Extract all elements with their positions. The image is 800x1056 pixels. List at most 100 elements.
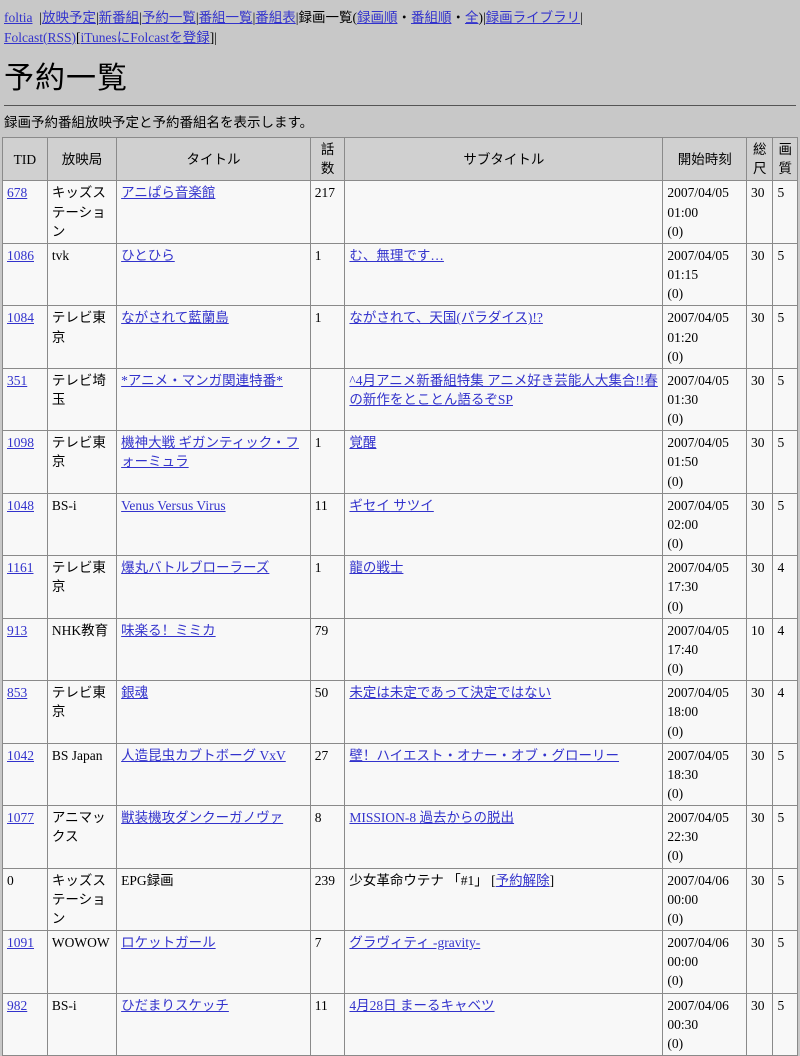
nav-link-program-list[interactable]: 番組一覧	[198, 10, 253, 25]
column-header-station[interactable]: 放映局	[46, 137, 118, 182]
cell-episode-text: 1	[314, 247, 322, 263]
nav-link-reservation-list[interactable]: 予約一覧	[141, 10, 196, 25]
cell-title-link[interactable]: 銀魂	[121, 685, 149, 701]
cell-episode: 1	[309, 242, 346, 307]
nav-separator: |	[139, 10, 142, 25]
cell-start-time: 2007/04/05 17:40 (0)	[662, 617, 747, 682]
cell-subtitle-link[interactable]: 覚醒	[349, 435, 377, 451]
cell-start-time: 2007/04/05 01:30 (0)	[662, 367, 747, 432]
cell-station-text: キッズステーション	[51, 872, 106, 926]
nav-link-itunes-folcast-register[interactable]: iTunesにFolcastを登録	[80, 29, 210, 45]
nav-link-recording-library[interactable]: 録画ライブラリ	[485, 10, 581, 25]
cancel-reservation-link[interactable]: 予約解除	[495, 872, 550, 888]
nav-link-all[interactable]: 全	[464, 10, 479, 25]
cell-start-time-text: 2007/04/05 18:30 (0)	[667, 747, 729, 801]
cell-tid-link[interactable]: 913	[7, 622, 28, 638]
cell-title-link[interactable]: 味楽る！ミミカ	[121, 622, 216, 638]
cell-subtitle-link[interactable]: ^4月アニメ新番組特集 アニメ好き芸能人大集合!!春の新作をとことん語るぞSP	[349, 372, 658, 407]
cell-quality: 5	[772, 180, 798, 244]
cell-tid-link[interactable]: 1042	[7, 747, 34, 763]
column-header-subtitle[interactable]: サブタイトル	[344, 137, 664, 182]
cell-length-text: 30	[750, 185, 765, 201]
cell-subtitle-link[interactable]: む、無理です…	[349, 247, 444, 263]
cell-quality-text: 5	[777, 185, 785, 201]
column-header-tid[interactable]: TID	[2, 137, 48, 182]
cell-tid-link[interactable]: 1161	[7, 560, 34, 576]
cell-title: Venus Versus Virus	[116, 492, 311, 557]
cell-subtitle-link[interactable]: ギセイ サツイ	[349, 497, 434, 513]
cell-length-text: 30	[750, 935, 765, 951]
cell-title-link[interactable]: *アニメ・マンガ関連特番*	[121, 372, 283, 388]
cell-tid: 678	[2, 180, 48, 244]
nav-dot-separator: ・	[397, 10, 411, 25]
cell-tid-link[interactable]: 1098	[7, 435, 34, 451]
nav-link-folcast-rss[interactable]: Folcast(RSS)	[4, 29, 77, 45]
cell-subtitle-link[interactable]: ながされて、天国(パラダイス)!?	[349, 310, 543, 326]
table-body: 678 キッズステーション アニぱら音楽館 217 2007/04/05 01:00 (…	[2, 180, 798, 1056]
cell-subtitle-link[interactable]: 未定は未定であって決定ではない	[349, 685, 552, 701]
cell-tid: 1161	[2, 555, 48, 619]
cell-quality-text: 4	[777, 685, 785, 701]
cell-subtitle-link[interactable]: MISSION-8 過去からの脱出	[349, 810, 515, 826]
cell-episode	[309, 367, 346, 432]
cell-length-text: 30	[750, 747, 765, 763]
cell-tid-text: 0	[7, 872, 14, 888]
cell-title-link[interactable]: 爆丸バトルブローラーズ	[121, 560, 270, 576]
cell-tid-link[interactable]: 853	[7, 685, 28, 701]
table-row: 1161 テレビ東京 爆丸バトルブローラーズ 1 龍の戦士 2007/04/05 17:3…	[2, 555, 798, 619]
nav-link-recording-order[interactable]: 録画順	[356, 10, 398, 25]
cell-title-link[interactable]: ロケットガール	[121, 935, 216, 951]
cell-title-link[interactable]: アニぱら音楽館	[121, 185, 216, 201]
nav-link-program-order[interactable]: 番組順	[410, 10, 452, 25]
cell-length-text: 30	[750, 810, 765, 826]
cell-title-link[interactable]: ながされて藍蘭島	[121, 310, 229, 326]
cell-start-time: 2007/04/05 01:20 (0)	[662, 305, 747, 369]
column-header-episode[interactable]: 話数	[309, 137, 346, 182]
cell-title-link[interactable]: 獣装機攻ダンクーガノヴァ	[121, 810, 284, 826]
cell-start-time-text: 2007/04/05 01:20 (0)	[667, 310, 729, 364]
cell-tid-link[interactable]: 351	[7, 372, 28, 388]
cell-start-time: 2007/04/05 17:30 (0)	[662, 555, 747, 619]
cell-start-time-text: 2007/04/05 17:40 (0)	[667, 622, 729, 677]
cell-title-text: EPG録画	[121, 872, 174, 888]
cell-tid: 1098	[2, 430, 48, 494]
cell-station-text: テレビ東京	[51, 435, 106, 470]
nav-paren-close: )	[478, 10, 483, 25]
cell-subtitle-link[interactable]: 龍の戦士	[349, 560, 404, 576]
cell-quality-text: 5	[777, 810, 785, 826]
nav-link-foltia[interactable]: foltia	[4, 10, 33, 25]
cell-subtitle: 龍の戦士	[344, 555, 664, 619]
cell-length-text: 10	[750, 622, 765, 638]
cell-start-time-text: 2007/04/05 01:30 (0)	[667, 372, 729, 427]
column-header-start-time[interactable]: 開始時刻	[662, 137, 747, 182]
nav-link-program-table[interactable]: 番組表	[255, 10, 296, 25]
cell-tid-link[interactable]: 1084	[7, 310, 34, 326]
cell-tid-link[interactable]: 1048	[7, 497, 34, 513]
cell-episode: 217	[309, 180, 346, 244]
cell-tid-link[interactable]: 678	[7, 185, 28, 201]
nav-link-new-programs[interactable]: 新番組	[98, 10, 140, 25]
cell-title-link[interactable]: 人造昆虫カブトボーグ VxV	[121, 747, 286, 763]
cell-tid-link[interactable]: 1091	[7, 935, 34, 951]
cell-start-time-text: 2007/04/06 00:30 (0)	[667, 997, 729, 1051]
cell-tid-link[interactable]: 1077	[7, 810, 34, 826]
column-header-title[interactable]: タイトル	[116, 137, 311, 182]
cell-title: 機神大戦 ギガンティック・フォーミュラ	[116, 430, 311, 494]
cell-tid: 1042	[2, 742, 48, 807]
column-header-length[interactable]: 総尺	[745, 137, 774, 182]
cell-station: テレビ東京	[46, 680, 118, 744]
cell-subtitle-link[interactable]: 壁！ハイエスト・オナー・オブ・グローリー	[349, 747, 620, 763]
column-header-quality[interactable]: 画質	[772, 137, 798, 182]
cell-station-text: キッズステーション	[51, 185, 106, 239]
cell-title-link[interactable]: ひとひら	[121, 247, 175, 263]
cell-episode-text: 11	[314, 497, 328, 513]
cell-title-link[interactable]: Venus Versus Virus	[121, 497, 226, 513]
cell-title-link[interactable]: 機神大戦 ギガンティック・フォーミュラ	[121, 435, 299, 470]
cell-subtitle: 壁！ハイエスト・オナー・オブ・グローリー	[344, 742, 664, 807]
cell-start-time: 2007/04/05 22:30 (0)	[662, 805, 747, 869]
cell-subtitle-link[interactable]: グラヴィティ -gravity-	[349, 935, 481, 951]
cell-start-time-text: 2007/04/05 02:00 (0)	[667, 497, 729, 552]
cell-tid-link[interactable]: 1086	[7, 247, 34, 263]
nav-paren-open: (	[352, 10, 357, 25]
nav-link-broadcast-schedule[interactable]: 放映予定	[41, 10, 96, 25]
